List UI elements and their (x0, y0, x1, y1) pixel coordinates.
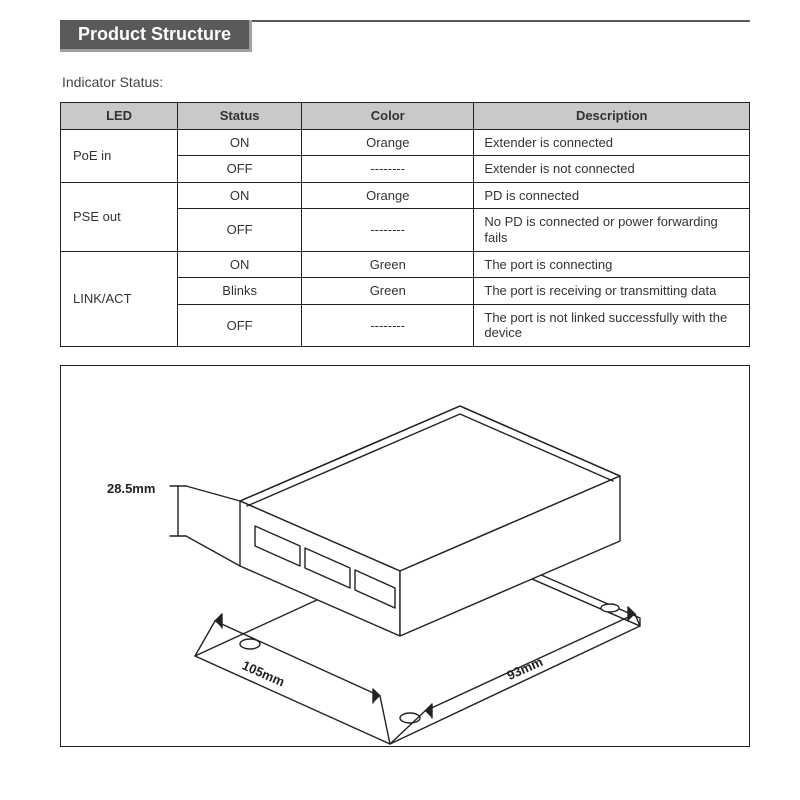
cell-desc: The port is connecting (474, 251, 750, 278)
indicator-status-table: LED Status Color Description PoE in ON O… (60, 102, 750, 347)
dim-height-label: 28.5mm (107, 481, 155, 496)
table-header-row: LED Status Color Description (61, 103, 750, 130)
product-diagram (61, 366, 749, 746)
cell-desc: No PD is connected or power forwarding f… (474, 209, 750, 251)
th-color: Color (302, 103, 474, 130)
cell-color: Orange (302, 182, 474, 209)
cell-desc: Extender is connected (474, 129, 750, 156)
cell-color: Green (302, 251, 474, 278)
th-desc: Description (474, 103, 750, 130)
cell-color: -------- (302, 209, 474, 251)
cell-led: PSE out (61, 182, 178, 251)
cell-color: Green (302, 278, 474, 305)
cell-status: ON (178, 251, 302, 278)
th-status: Status (178, 103, 302, 130)
cell-status: Blinks (178, 278, 302, 305)
cell-desc: Extender is not connected (474, 156, 750, 183)
table-row: LINK/ACT ON Green The port is connecting (61, 251, 750, 278)
cell-color: Orange (302, 129, 474, 156)
cell-color: -------- (302, 304, 474, 346)
cell-status: OFF (178, 209, 302, 251)
cell-desc: The port is receiving or transmitting da… (474, 278, 750, 305)
cell-status: OFF (178, 156, 302, 183)
cell-desc: The port is not linked successfully with… (474, 304, 750, 346)
cell-status: OFF (178, 304, 302, 346)
cell-status: ON (178, 182, 302, 209)
cell-desc: PD is connected (474, 182, 750, 209)
product-diagram-container: 28.5mm 105mm 93mm (60, 365, 750, 747)
cell-status: ON (178, 129, 302, 156)
cell-led: LINK/ACT (61, 251, 178, 346)
cell-color: -------- (302, 156, 474, 183)
cell-led: PoE in (61, 129, 178, 182)
table-row: PSE out ON Orange PD is connected (61, 182, 750, 209)
banner-rule: Product Structure (60, 20, 750, 52)
section-indicator-label: Indicator Status: (62, 74, 750, 90)
th-led: LED (61, 103, 178, 130)
banner-title: Product Structure (60, 20, 252, 52)
table-row: PoE in ON Orange Extender is connected (61, 129, 750, 156)
